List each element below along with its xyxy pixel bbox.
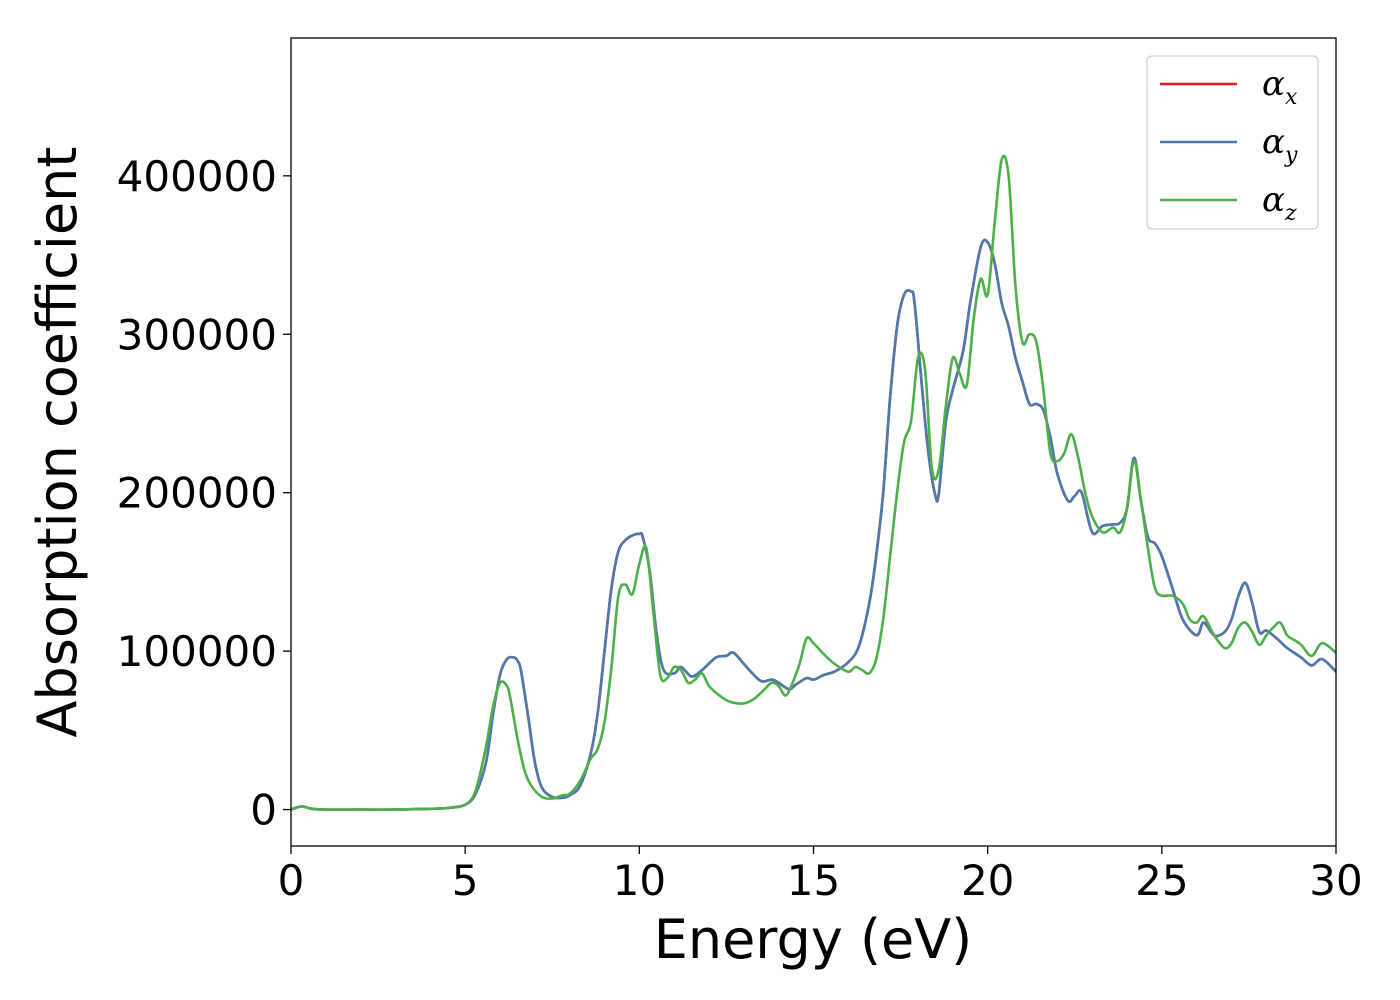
x-axis-ticks: 0 5 10 15 20 25 30 <box>278 846 1363 905</box>
x-axis-label: Energy (eV) <box>654 908 973 971</box>
y-tick-label: 400000 <box>117 152 277 201</box>
series-line-alpha-z <box>291 154 1336 811</box>
x-tick-label: 25 <box>1135 856 1188 905</box>
plot-lines <box>291 154 1336 811</box>
x-tick-label: 5 <box>452 856 479 905</box>
x-tick-label: 30 <box>1309 856 1362 905</box>
legend-label-alpha-z: αz <box>1262 180 1297 226</box>
y-tick-label: 300000 <box>117 310 277 359</box>
y-tick-label: 0 <box>250 786 277 835</box>
series-line-alpha-y <box>291 238 1336 811</box>
x-tick-label: 20 <box>961 856 1014 905</box>
y-axis-ticks: 0 100000 200000 300000 400000 <box>117 152 291 835</box>
legend: αx αy αz <box>1146 55 1319 230</box>
y-tick-label: 200000 <box>117 469 277 518</box>
legend-label-alpha-y: αy <box>1262 122 1298 168</box>
x-tick-label: 0 <box>278 856 305 905</box>
y-tick-label: 100000 <box>117 627 277 676</box>
legend-label-alpha-x: αx <box>1262 64 1298 110</box>
x-tick-label: 15 <box>787 856 840 905</box>
y-axis-label: Absorption coefficient <box>26 147 89 738</box>
x-tick-label: 10 <box>613 856 666 905</box>
